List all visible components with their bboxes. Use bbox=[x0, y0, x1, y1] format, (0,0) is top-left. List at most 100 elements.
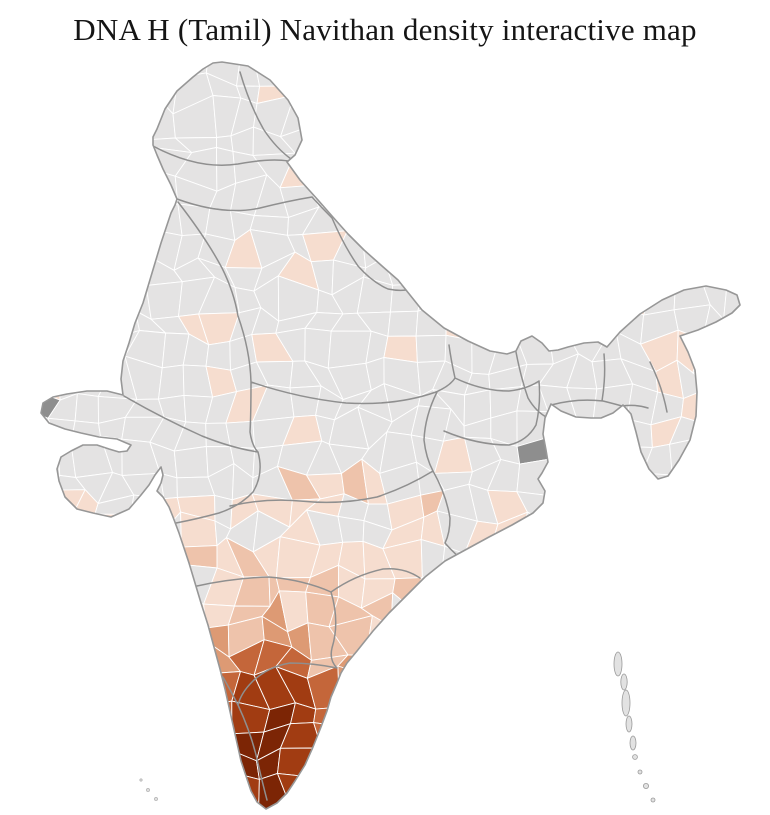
district-cell[interactable] bbox=[386, 625, 414, 661]
district-cell[interactable] bbox=[568, 52, 607, 87]
district-cell[interactable] bbox=[461, 207, 499, 241]
district-cell[interactable] bbox=[491, 73, 530, 100]
district-cell[interactable] bbox=[43, 94, 81, 123]
district-cell[interactable] bbox=[695, 614, 736, 656]
district-cell[interactable] bbox=[459, 264, 503, 287]
district-cell[interactable] bbox=[747, 622, 770, 659]
district-cell[interactable] bbox=[70, 207, 107, 227]
district-cell[interactable] bbox=[726, 647, 757, 682]
district-cell[interactable] bbox=[22, 643, 59, 675]
district-cell[interactable] bbox=[16, 629, 59, 659]
district-cell[interactable] bbox=[656, 493, 671, 527]
district-cell[interactable] bbox=[443, 174, 469, 213]
district-cell[interactable] bbox=[665, 228, 705, 254]
district-cell[interactable] bbox=[732, 343, 765, 361]
district-cell[interactable] bbox=[723, 43, 751, 87]
district-cell[interactable] bbox=[396, 123, 415, 163]
district-cell[interactable] bbox=[536, 797, 571, 815]
district-cell[interactable] bbox=[411, 151, 453, 189]
district-cell[interactable] bbox=[487, 748, 520, 791]
district-cell[interactable] bbox=[726, 152, 760, 190]
district-cell[interactable] bbox=[574, 619, 606, 649]
district-cell[interactable] bbox=[646, 60, 685, 88]
district-cell[interactable] bbox=[463, 653, 490, 677]
district-cell[interactable] bbox=[410, 745, 449, 786]
district-cell[interactable] bbox=[641, 800, 684, 815]
district-cell[interactable] bbox=[68, 303, 107, 342]
district-cell[interactable] bbox=[50, 156, 76, 176]
district-cell[interactable] bbox=[697, 152, 733, 187]
district-cell[interactable] bbox=[184, 601, 207, 629]
district-cell[interactable] bbox=[640, 78, 685, 108]
district-cell[interactable] bbox=[104, 592, 140, 634]
district-cell[interactable] bbox=[0, 555, 32, 581]
district-cell[interactable] bbox=[181, 645, 215, 674]
district-cell[interactable] bbox=[731, 807, 761, 815]
district-cell[interactable] bbox=[592, 418, 630, 448]
district-cell[interactable] bbox=[411, 96, 451, 138]
district-cell[interactable] bbox=[665, 203, 694, 231]
district-cell[interactable] bbox=[708, 807, 735, 815]
district-cell[interactable] bbox=[282, 81, 323, 101]
district-cell[interactable] bbox=[308, 163, 346, 187]
district-cell[interactable] bbox=[17, 727, 58, 763]
district-cell[interactable] bbox=[180, 0, 202, 3]
district-cell[interactable] bbox=[645, 509, 686, 542]
island[interactable] bbox=[613, 651, 623, 677]
district-cell[interactable] bbox=[598, 538, 624, 572]
district-cell[interactable] bbox=[701, 131, 735, 162]
district-cell[interactable] bbox=[304, 127, 346, 166]
district-cell[interactable] bbox=[668, 758, 705, 780]
district-cell[interactable] bbox=[589, 172, 627, 209]
district-cell[interactable] bbox=[539, 275, 580, 320]
district-cell[interactable] bbox=[540, 150, 572, 191]
district-cell[interactable] bbox=[121, 43, 160, 83]
district-cell[interactable] bbox=[729, 354, 760, 400]
district-cell[interactable] bbox=[153, 748, 178, 781]
district-cell[interactable] bbox=[416, 778, 449, 815]
district-cell[interactable] bbox=[121, 81, 166, 106]
district-cell[interactable] bbox=[41, 332, 89, 364]
district-cell[interactable] bbox=[158, 364, 185, 400]
district-cell[interactable] bbox=[651, 249, 681, 296]
district-cell[interactable] bbox=[392, 708, 426, 734]
district-cell[interactable] bbox=[704, 422, 738, 438]
district-cell[interactable] bbox=[70, 692, 113, 730]
district-cell[interactable] bbox=[418, 51, 434, 89]
district-cell[interactable] bbox=[616, 228, 657, 265]
district-cell[interactable] bbox=[99, 260, 132, 285]
district-cell[interactable] bbox=[645, 588, 672, 635]
district-cell[interactable] bbox=[645, 614, 684, 651]
district-cell[interactable] bbox=[387, 778, 427, 815]
district-cell[interactable] bbox=[121, 128, 151, 158]
district-cell[interactable] bbox=[465, 693, 499, 734]
district-cell[interactable] bbox=[327, 330, 372, 369]
district-cell[interactable] bbox=[433, 808, 474, 815]
district-cell[interactable] bbox=[522, 148, 545, 180]
district-cell[interactable] bbox=[465, 94, 493, 129]
district-cell[interactable] bbox=[22, 552, 61, 581]
district-cell[interactable] bbox=[43, 80, 79, 98]
district-cell[interactable] bbox=[0, 414, 3, 434]
district-cell[interactable] bbox=[672, 677, 697, 698]
district-cell[interactable] bbox=[543, 132, 565, 159]
district-cell[interactable] bbox=[395, 95, 421, 136]
district-cell[interactable] bbox=[665, 563, 710, 607]
district-cell[interactable] bbox=[45, 577, 88, 604]
district-cell[interactable] bbox=[0, 772, 27, 806]
district-cell[interactable] bbox=[98, 538, 140, 576]
district-cell[interactable] bbox=[435, 592, 460, 623]
district-cell[interactable] bbox=[616, 197, 657, 233]
district-cell[interactable] bbox=[691, 176, 733, 211]
district-cell[interactable] bbox=[383, 182, 413, 209]
district-cell[interactable] bbox=[594, 68, 622, 100]
district-cell[interactable] bbox=[631, 613, 654, 651]
district-cell[interactable] bbox=[358, 783, 396, 815]
district-cell[interactable] bbox=[622, 522, 661, 542]
district-cell[interactable] bbox=[54, 784, 75, 809]
district-cell[interactable] bbox=[41, 301, 80, 342]
district-cell[interactable] bbox=[415, 334, 447, 363]
district-cell[interactable] bbox=[695, 590, 723, 626]
district-cell[interactable] bbox=[724, 256, 764, 290]
